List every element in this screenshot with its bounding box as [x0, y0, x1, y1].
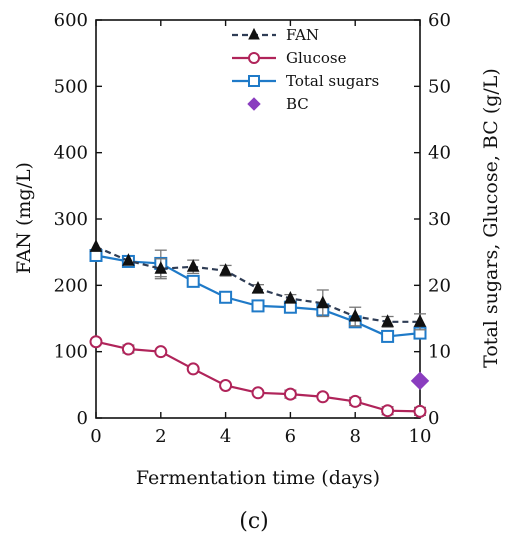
y-right-tick-label: 30 [428, 209, 451, 230]
y-right-tick-label: 40 [428, 143, 451, 164]
figure-caption: (c) [239, 509, 269, 534]
total-sugars-point [381, 329, 395, 343]
y-right-tick-label: 60 [428, 10, 451, 31]
glucose-point [251, 386, 265, 400]
legend-marker-bc [247, 97, 261, 111]
y-axis-label-left: FAN (mg/L) [13, 162, 35, 274]
x-tick-label: 8 [349, 426, 360, 447]
fan-point [251, 281, 265, 294]
y-left-tick-label: 0 [77, 408, 88, 429]
x-tick-label: 6 [285, 426, 296, 447]
fan-point [348, 308, 362, 322]
y-left-tick-label: 300 [54, 209, 88, 230]
legend-marker-total-sugars [248, 75, 260, 87]
x-tick-label: 4 [220, 426, 231, 447]
fan-point [284, 290, 297, 304]
x-tick-label: 10 [409, 426, 432, 447]
total-sugars-point [186, 274, 200, 288]
y-left-tick-label: 500 [54, 76, 88, 97]
glucose-point [413, 404, 427, 418]
legend-label-bc: BC [286, 95, 309, 113]
legend-label-glucose: Glucose [286, 49, 347, 67]
series-layer [89, 239, 430, 418]
y-left-tick-label: 600 [54, 10, 88, 31]
glucose-point [348, 394, 362, 408]
x-tick-label: 0 [90, 426, 101, 447]
legend-label-total-sugars: Total sugars [286, 72, 379, 90]
legend-marker-fan [248, 27, 260, 40]
glucose-point [89, 335, 103, 349]
fan-point [219, 263, 232, 276]
glucose-point [121, 342, 135, 356]
glucose-point [381, 404, 395, 418]
glucose-point [316, 390, 330, 404]
legend-item-glucose: Glucose [232, 49, 347, 67]
legend: FAN Glucose Total sugars BC [232, 26, 379, 113]
y-left-tick-label: 400 [54, 143, 88, 164]
fan-point [122, 253, 135, 266]
legend-label-fan: FAN [286, 26, 319, 44]
legend-item-bc: BC [247, 95, 309, 113]
y-right-tick-label: 0 [428, 408, 439, 429]
y-right-tick-label: 50 [428, 76, 451, 97]
y-axis-label-right: Total sugars, Glucose, BC (g/L) [480, 68, 502, 368]
fan-point [154, 261, 168, 274]
bc-point [410, 371, 430, 391]
series-fan [89, 239, 427, 331]
fan-point [316, 295, 330, 309]
glucose-line [95, 340, 421, 413]
legend-item-fan: FAN [232, 26, 319, 44]
glucose-point [219, 378, 233, 392]
legend-marker-glucose [248, 52, 260, 64]
series-glucose [89, 335, 427, 418]
legend-item-total-sugars: Total sugars [232, 72, 379, 90]
y-left-tick-label: 100 [54, 342, 88, 363]
y-right-tick-label: 10 [428, 342, 451, 363]
x-tick-label: 2 [155, 426, 166, 447]
x-axis-label: Fermentation time (days) [136, 467, 380, 489]
total-sugars-point [251, 299, 265, 313]
glucose-point [154, 345, 168, 359]
y-left-tick-label: 200 [54, 275, 88, 296]
fan-point [89, 239, 103, 252]
fan-point [381, 314, 394, 327]
series-bc [410, 371, 430, 391]
y-right-tick-label: 20 [428, 275, 451, 296]
glucose-point [186, 362, 200, 376]
series-total-sugars [89, 248, 427, 343]
total-sugars-point [219, 290, 233, 304]
total-sugars-line [95, 254, 421, 338]
fan-point [186, 259, 200, 272]
glucose-point [283, 387, 297, 401]
fan-point [413, 314, 427, 327]
